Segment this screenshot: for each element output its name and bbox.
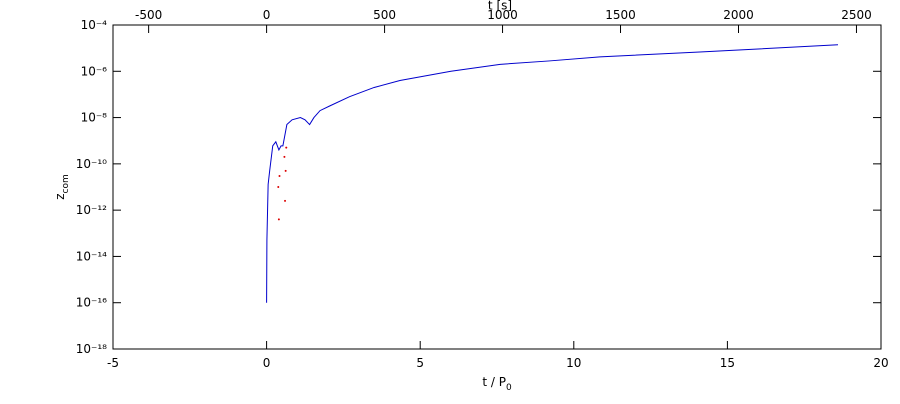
plot-frame (112, 24, 882, 350)
data-point (284, 169, 287, 172)
x-label-text: t / P (482, 375, 506, 389)
x2-tick-label: 1000 (487, 8, 518, 22)
y-tick-label: 10⁻¹⁴ (76, 249, 107, 263)
y-label-sub: com (61, 174, 71, 193)
y-label-text: z (53, 193, 67, 199)
y-axis-label: zcom (53, 174, 71, 200)
data-point (277, 186, 280, 188)
data-point (284, 199, 287, 202)
data-point (278, 174, 281, 177)
x2-tick-label: 500 (373, 8, 396, 22)
data-line (266, 44, 839, 303)
x-tick-label: 0 (263, 356, 271, 370)
y-tick-label: 10⁻⁸ (81, 111, 108, 125)
y-tick-label: 10⁻⁴ (81, 18, 108, 32)
x-axis-label: t / P0 (482, 375, 512, 393)
x2-tick-label: 2000 (723, 8, 754, 22)
y-tick-label: 10⁻¹⁸ (76, 342, 107, 356)
x2-tick-label: 0 (263, 8, 271, 22)
x2-tick-label: 1500 (605, 8, 636, 22)
x-tick-label: 5 (416, 356, 424, 370)
x-tick-label: -5 (107, 356, 119, 370)
x2-tick-label: 2500 (841, 8, 872, 22)
y-tick-label: 10⁻⁶ (81, 64, 108, 78)
x-label-sub: 0 (506, 383, 512, 393)
y-tick-label: 10⁻¹² (76, 203, 107, 217)
x-tick-label: 20 (873, 356, 888, 370)
y-tick-label: 10⁻¹⁶ (76, 296, 107, 310)
x2-tick-label: -500 (135, 8, 162, 22)
data-point (283, 155, 286, 158)
data-point (285, 146, 288, 149)
y-tick-label: 10⁻¹⁰ (76, 157, 107, 171)
x2-axis-label: t [s] (488, 0, 512, 13)
x-tick-label: 10 (566, 356, 581, 370)
data-point (277, 218, 280, 221)
x-tick-label: 15 (720, 356, 735, 370)
